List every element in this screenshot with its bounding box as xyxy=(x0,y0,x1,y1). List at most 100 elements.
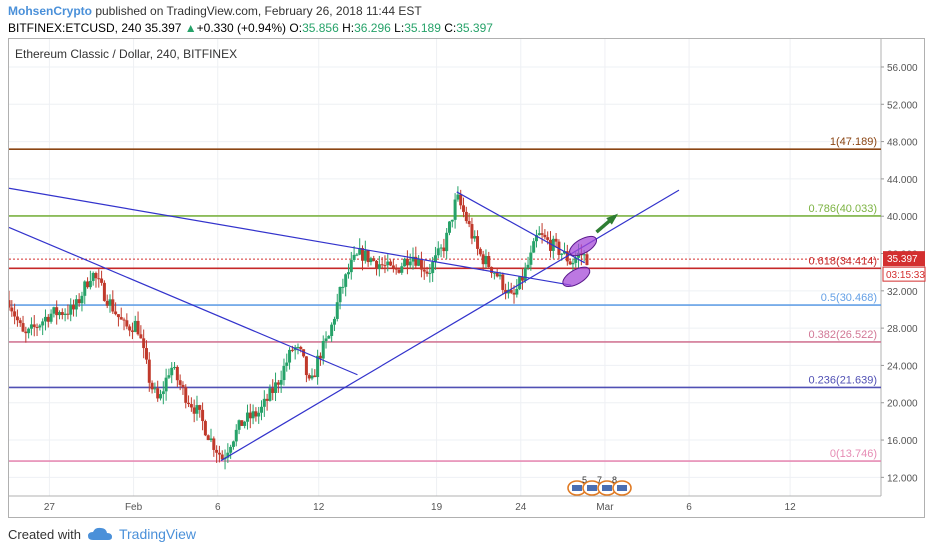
event-flag-icon xyxy=(602,485,612,491)
candle-body xyxy=(318,355,322,359)
candle-body xyxy=(24,331,28,334)
candle-body xyxy=(243,421,247,426)
tradingview-cloud-icon xyxy=(87,527,112,540)
candle-body xyxy=(147,359,151,383)
candle-body xyxy=(234,429,238,442)
candle-body xyxy=(417,259,421,266)
countdown-tag xyxy=(882,266,926,282)
candle-body xyxy=(285,362,289,366)
fib-level-label: 0.786(40.033) xyxy=(809,203,878,215)
candle-body xyxy=(27,328,31,334)
candle-body xyxy=(445,232,449,252)
candle-body xyxy=(159,394,163,399)
candle-body xyxy=(476,236,480,249)
publish-bar: MohsenCrypto published on TradingView.co… xyxy=(8,4,422,18)
candle-body xyxy=(237,420,241,430)
candle-body xyxy=(52,307,56,314)
candle-body xyxy=(206,435,210,441)
y-tick-label: 52.000 xyxy=(887,100,918,111)
countdown-tag-text: 03:15:33 xyxy=(886,270,925,281)
candle-body xyxy=(307,375,311,379)
candle-body xyxy=(274,382,278,393)
x-tick-label: 27 xyxy=(44,502,56,513)
candle-body xyxy=(585,254,589,266)
candle-body xyxy=(548,239,552,251)
candle-body xyxy=(369,258,373,263)
candle-body xyxy=(534,235,538,242)
candle-body xyxy=(142,338,146,349)
x-tick-label: 12 xyxy=(785,502,797,513)
candle-body xyxy=(302,349,306,357)
candle-body xyxy=(161,391,165,395)
candle-body xyxy=(97,278,101,280)
candle-body xyxy=(18,320,22,324)
candle-body xyxy=(582,254,586,256)
event-flag-icon xyxy=(617,485,627,491)
candle-body xyxy=(380,264,384,266)
candle-body xyxy=(431,262,435,274)
candle-body xyxy=(102,282,106,301)
candle-body xyxy=(462,205,466,212)
high-label: H: xyxy=(342,21,355,35)
candle-body xyxy=(506,289,510,294)
candle-body xyxy=(276,382,280,385)
event-badge-count: 7 xyxy=(597,475,602,485)
trendline xyxy=(220,189,680,462)
candle-body xyxy=(324,338,328,342)
y-tick-label: 28.000 xyxy=(887,324,918,335)
candle-body xyxy=(344,274,348,287)
candle-body xyxy=(91,272,95,281)
author-name[interactable]: MohsenCrypto xyxy=(8,4,92,18)
y-tick-label: 24.000 xyxy=(887,361,918,372)
candle-body xyxy=(41,321,45,326)
y-tick-label: 32.000 xyxy=(887,287,918,298)
candle-body xyxy=(187,402,191,405)
candle-body xyxy=(554,238,558,242)
candle-body xyxy=(335,302,339,319)
candle-body xyxy=(271,388,275,393)
candle-body xyxy=(391,265,395,269)
candle-body xyxy=(88,280,92,288)
trendline xyxy=(456,191,586,264)
candle-body xyxy=(150,382,154,390)
close-value: 35.397 xyxy=(456,21,493,35)
fib-level-label: 0(13.746) xyxy=(830,448,877,460)
y-tick-label: 40.000 xyxy=(887,212,918,223)
candle-body xyxy=(363,250,367,261)
candle-body xyxy=(501,274,505,290)
candle-body xyxy=(377,264,381,270)
tradingview-brand[interactable]: TradingView xyxy=(118,526,197,542)
candle-body xyxy=(414,256,418,266)
candle-body xyxy=(178,380,182,385)
candle-body xyxy=(400,266,404,273)
candle-body xyxy=(10,307,14,312)
candle-body xyxy=(330,324,334,336)
fib-level-label: 0.236(21.639) xyxy=(809,374,878,386)
open-label: O: xyxy=(289,21,303,35)
trendline xyxy=(8,187,572,286)
candle-body xyxy=(355,254,359,256)
candle-body xyxy=(439,247,443,249)
candle-body xyxy=(341,286,345,288)
candle-body xyxy=(203,421,207,436)
candle-body xyxy=(100,278,104,283)
candle-body xyxy=(520,276,524,281)
candle-body xyxy=(77,299,81,304)
candle-body xyxy=(229,446,233,453)
candle-body xyxy=(60,312,64,315)
candle-body xyxy=(268,388,272,401)
candle-body xyxy=(156,388,160,399)
candle-body xyxy=(470,224,474,239)
candle-body xyxy=(313,375,317,378)
candle-body xyxy=(262,398,266,407)
candle-body xyxy=(464,211,468,222)
change-value: +0.330 (+0.94%) xyxy=(196,21,287,35)
candle-body xyxy=(35,326,39,328)
candle-body xyxy=(74,299,78,310)
candle-body xyxy=(175,366,179,381)
candle-body xyxy=(299,346,303,350)
candle-body xyxy=(389,261,393,266)
close-label: C: xyxy=(444,21,457,35)
fib-level-label: 1(47.189) xyxy=(830,136,877,148)
